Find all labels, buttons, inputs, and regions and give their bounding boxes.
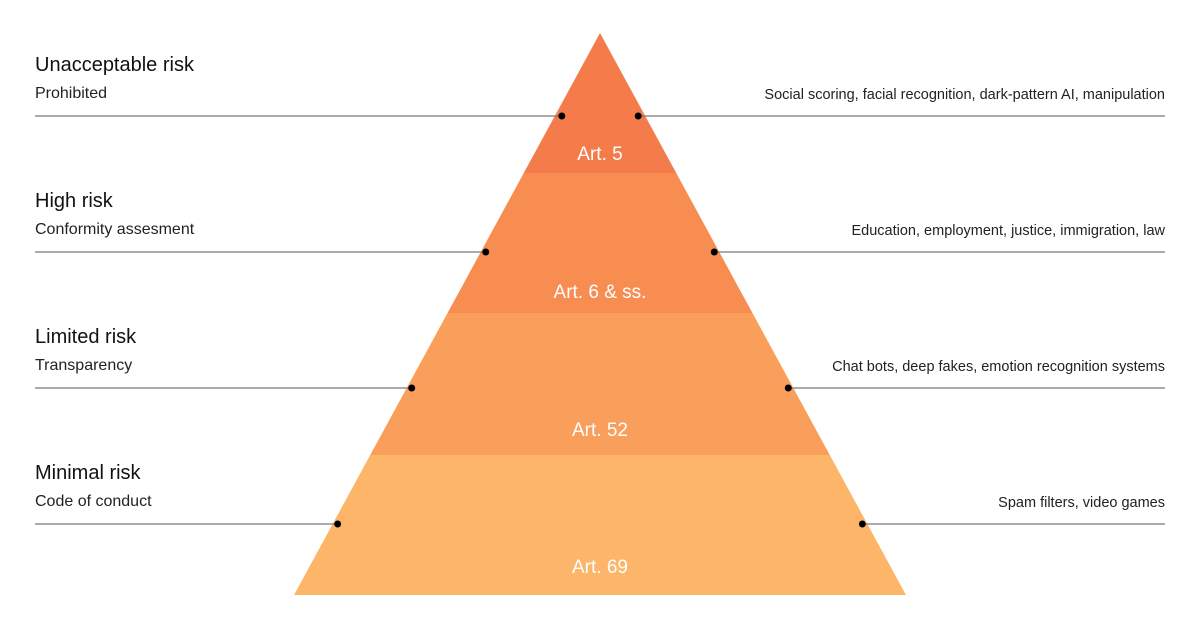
tier-examples: Chat bots, deep fakes, emotion recogniti… bbox=[832, 359, 1165, 375]
leader-dot bbox=[334, 520, 342, 528]
tier-article: Art. 69 bbox=[572, 557, 628, 578]
pyramid-band bbox=[447, 173, 753, 313]
tier-examples: Spam filters, video games bbox=[998, 495, 1165, 511]
tier-title: Minimal risk bbox=[35, 462, 141, 484]
tier-article: Art. 5 bbox=[577, 144, 623, 165]
leader-dot bbox=[482, 248, 490, 256]
tier-examples: Social scoring, facial recognition, dark… bbox=[764, 87, 1165, 103]
leader-dot bbox=[784, 384, 792, 392]
leader-dot bbox=[710, 248, 718, 256]
tier-article: Art. 6 & ss. bbox=[553, 282, 647, 303]
pyramid-band bbox=[370, 313, 830, 455]
leader-dot bbox=[634, 112, 642, 120]
tier-subtitle: Code of conduct bbox=[35, 493, 152, 510]
tier-title: Unacceptable risk bbox=[35, 54, 194, 76]
tier-examples: Education, employment, justice, immigrat… bbox=[851, 223, 1166, 239]
tier-subtitle: Prohibited bbox=[35, 85, 108, 102]
tier-title: Limited risk bbox=[35, 326, 137, 348]
tier-subtitle: Transparency bbox=[35, 357, 133, 374]
tier-title: High risk bbox=[35, 190, 113, 212]
leader-dot bbox=[858, 520, 866, 528]
tier-subtitle: Conformity assesment bbox=[35, 221, 195, 238]
pyramid-band bbox=[523, 33, 677, 173]
leader-dot bbox=[408, 384, 416, 392]
pyramid-band bbox=[294, 455, 906, 595]
tier-article: Art. 52 bbox=[572, 420, 628, 441]
leader-dot bbox=[558, 112, 566, 120]
